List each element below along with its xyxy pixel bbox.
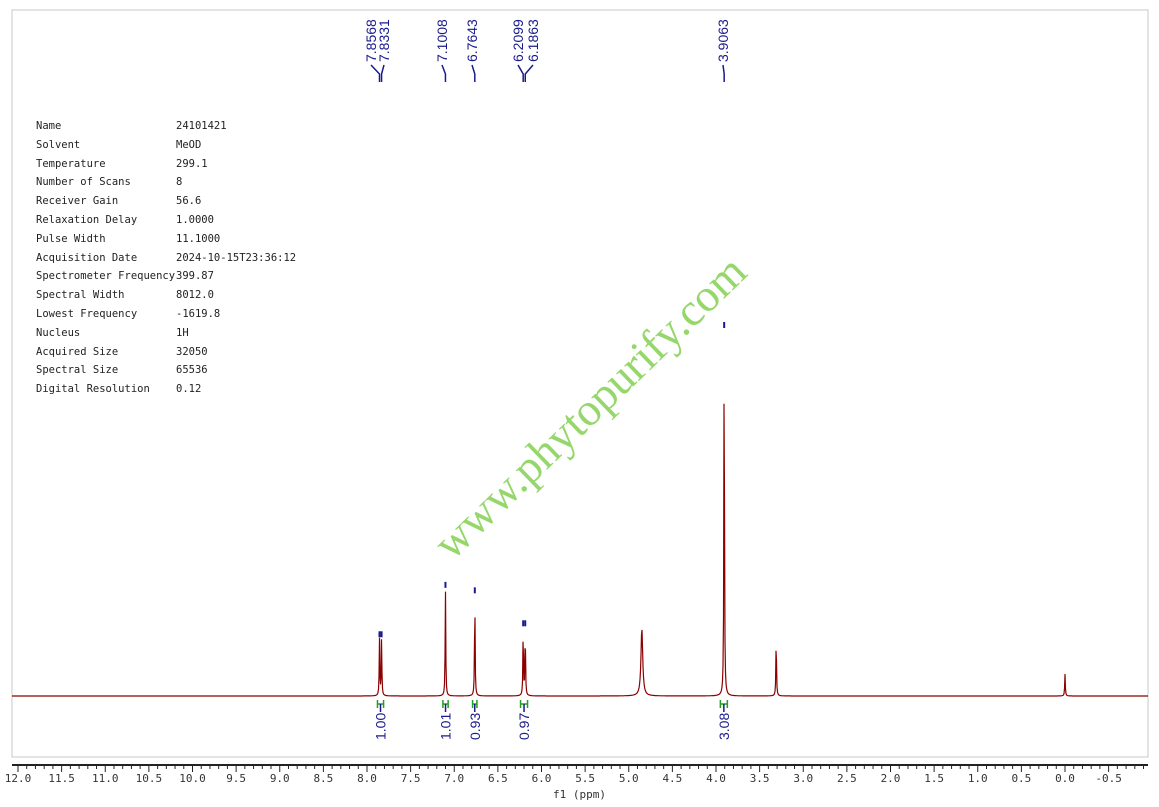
parameter-value: 2024-10-15T23:36:12 xyxy=(176,251,297,264)
parameter-value: 24101421 xyxy=(176,120,227,132)
peak-label: 7.8331 xyxy=(376,19,392,62)
peak-label-leader xyxy=(517,64,524,82)
integral-value: 1.01 xyxy=(438,713,454,740)
parameter-key: Number of Scans xyxy=(36,176,131,189)
parameter-row: Temperature 299.1 xyxy=(36,158,296,177)
parameter-row: Spectrometer Frequency 399.87 xyxy=(36,270,296,289)
parameter-value: -1619.8 xyxy=(176,307,221,320)
peak-label-leader xyxy=(524,64,534,82)
x-tick-label: 5.0 xyxy=(619,772,639,785)
peak-label: 6.7643 xyxy=(464,19,480,62)
integral-value: 0.97 xyxy=(516,713,532,740)
integral-value: 1.00 xyxy=(373,713,389,740)
parameter-value: 11.1000 xyxy=(176,232,221,245)
parameter-value: 8 xyxy=(176,176,183,189)
parameter-row: Nucleus 1H xyxy=(36,327,296,346)
parameter-key: Spectrometer Frequency xyxy=(36,270,176,283)
parameter-value: 1.0000 xyxy=(176,213,214,226)
parameter-value: 56.6 xyxy=(176,195,202,208)
peak-label-leader xyxy=(471,64,476,82)
parameter-value: 65536 xyxy=(176,364,208,377)
parameter-row: Number of Scans 8 xyxy=(36,176,296,195)
x-tick-label: 7.5 xyxy=(401,772,421,785)
peak-label-leader xyxy=(441,64,447,82)
x-tick-label: 11.5 xyxy=(48,772,75,785)
parameter-row: Spectral Size 65536 xyxy=(36,364,296,383)
x-tick-label: 8.0 xyxy=(357,772,377,785)
x-tick-label: 9.5 xyxy=(226,772,246,785)
parameter-key: Acquired Size xyxy=(36,345,119,358)
parameter-value: 0.12 xyxy=(176,383,202,396)
x-tick-label: 11.0 xyxy=(92,772,119,785)
parameter-row: Receiver Gain 56.6 xyxy=(36,195,296,214)
peak-label-leader xyxy=(380,64,385,82)
parameter-row: Digital Resolution 0.12 xyxy=(36,383,296,402)
parameter-key: Pulse Width xyxy=(36,232,106,245)
integral-value: 3.08 xyxy=(716,713,732,740)
x-axis-label: f1 (ppm) xyxy=(553,788,606,801)
peak-label: 7.1008 xyxy=(434,19,450,62)
x-tick-label: 1.0 xyxy=(968,772,988,785)
x-tick-label: 3.0 xyxy=(793,772,813,785)
x-tick-label: 1.5 xyxy=(924,772,944,785)
acquisition-parameters-table: Name 24101421 Solvent MeOD Temperature 299.1 N… xyxy=(36,120,296,402)
parameter-row: Name 24101421 xyxy=(36,120,296,139)
parameter-row: Acquired Size 32050 xyxy=(36,346,296,365)
parameter-key: Relaxation Delay xyxy=(36,213,138,226)
parameter-row: Relaxation Delay 1.0000 xyxy=(36,214,296,233)
plot-frame xyxy=(11,9,1149,758)
x-tick-label: 7.0 xyxy=(444,772,464,785)
x-tick-label: 0.0 xyxy=(1055,772,1075,785)
x-tick-label: 8.5 xyxy=(313,772,333,785)
x-tick-label: 4.0 xyxy=(706,772,726,785)
integral-value: 0.93 xyxy=(467,713,483,740)
parameter-key: Temperature xyxy=(36,157,106,170)
parameter-value: 399.87 xyxy=(176,270,214,283)
x-tick-label: 6.0 xyxy=(532,772,552,785)
x-tick-label: 10.5 xyxy=(136,772,163,785)
parameter-row: Acquisition Date 2024-10-15T23:36:12 xyxy=(36,252,296,271)
x-tick-label: 3.5 xyxy=(750,772,770,785)
spectrum-trace xyxy=(12,403,1148,697)
x-tick-label: 2.5 xyxy=(837,772,857,785)
peak-label: 7.8568 xyxy=(363,19,379,62)
peak-label-leader xyxy=(722,64,725,82)
parameter-key: Nucleus xyxy=(36,326,81,339)
parameter-key: Spectral Width xyxy=(36,289,125,302)
parameter-key: Spectral Size xyxy=(36,364,119,377)
parameter-value: 299.1 xyxy=(176,157,208,170)
x-tick-label: -0.5 xyxy=(1095,772,1122,785)
x-tick-label: 10.0 xyxy=(179,772,206,785)
x-tick-label: 4.5 xyxy=(662,772,682,785)
parameter-key: Digital Resolution xyxy=(36,383,150,396)
parameter-key: Lowest Frequency xyxy=(36,307,138,320)
parameter-row: Pulse Width 11.1000 xyxy=(36,233,296,252)
parameter-key: Receiver Gain xyxy=(36,195,119,208)
parameter-row: Spectral Width 8012.0 xyxy=(36,289,296,308)
x-tick-label: 9.0 xyxy=(270,772,290,785)
parameter-row: Lowest Frequency -1619.8 xyxy=(36,308,296,327)
x-tick-label: 5.5 xyxy=(575,772,595,785)
parameter-value: 32050 xyxy=(176,345,208,358)
peak-label: 6.2099 xyxy=(510,19,526,62)
parameter-value: MeOD xyxy=(176,138,202,151)
peak-label-leader xyxy=(370,64,381,82)
parameter-value: 8012.0 xyxy=(176,289,214,302)
x-tick-label: 12.0 xyxy=(5,772,32,785)
parameter-value: 1H xyxy=(176,326,189,339)
peak-label: 3.9063 xyxy=(715,19,731,62)
parameter-key: Solvent xyxy=(36,138,81,151)
peak-label: 6.1863 xyxy=(525,19,541,62)
parameter-row: Solvent MeOD xyxy=(36,139,296,158)
x-tick-label: 6.5 xyxy=(488,772,508,785)
parameter-key: Acquisition Date xyxy=(36,251,138,264)
parameter-key: Name xyxy=(36,120,62,132)
x-tick-label: 2.0 xyxy=(881,772,901,785)
x-tick-label: 0.5 xyxy=(1011,772,1031,785)
